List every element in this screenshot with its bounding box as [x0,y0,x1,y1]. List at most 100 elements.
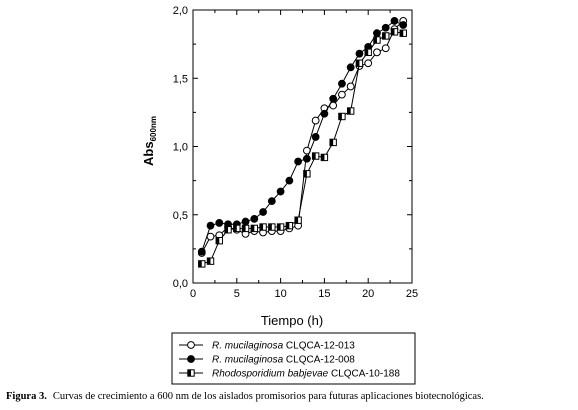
open-circle-marker [187,341,195,349]
data-point [276,223,285,231]
filled-circle-marker [311,133,320,141]
legend-marker [187,369,195,377]
filled-circle-marker [250,214,259,223]
legend-label-species: R. mucilaginosa [212,355,284,366]
y-axis-title: Abs600nm [141,116,158,166]
data-point [346,63,355,72]
x-tick-label: 20 [362,288,374,300]
square-marker-fill [365,49,369,56]
data-point [285,176,294,185]
data-point [355,49,364,58]
square-marker-fill [198,260,202,268]
data-point [373,48,381,57]
y-tick-label: 0,5 [173,210,188,222]
data-point [373,29,381,38]
data-point [311,152,320,160]
data-point [329,94,338,103]
data-point [382,32,390,40]
data-point [302,154,311,163]
caption-text: Curvas de crecimiento a 600 nm de los ai… [52,391,484,402]
square-marker-fill [216,237,220,244]
y-axis: 0,0 0,5 1,0 1,5 2,0 [173,5,412,290]
series-line [201,20,404,254]
legend-label-strain: CLQCA-12-013 [283,341,355,352]
series-layer [197,17,408,268]
x-tick-label: 15 [318,288,330,300]
data-point [311,116,320,125]
legend-label: R. mucilaginosa CLQCA-12-013 [212,341,355,352]
square-marker-fill [294,217,299,224]
legend-marker [187,341,195,349]
square-marker-fill [233,225,237,232]
x-axis: 0 5 10 15 20 25 [190,10,418,300]
legend-label: Rhodosporidium babjevae CLQCA-10-188 [212,369,400,380]
square-marker-fill [356,60,360,67]
filled-circle-marker [197,247,206,256]
data-point [346,107,355,115]
series-line [201,20,404,252]
square-marker-fill [303,170,307,177]
growth-curve-chart: 0 5 10 15 20 25 0,0 0,5 1,0 1,5 2,0 Tiempo (h) Ab… [141,5,418,385]
data-point [338,112,346,121]
square-marker-fill [373,36,377,44]
data-point [215,219,224,227]
caption-label: Figura 3. [6,391,47,402]
data-point [338,90,346,99]
square-marker-fill [207,257,211,265]
filled-circle-marker [285,176,294,185]
data-point [276,187,285,196]
filled-circle-marker [320,109,329,118]
y-tick-label: 0,0 [173,278,188,290]
filled-circle-marker [187,355,195,363]
data-point [329,138,337,147]
open-circle-marker [346,82,355,91]
filled-circle-marker [329,94,338,103]
square-marker-fill [338,113,342,120]
data-point [197,247,206,256]
open-circle-marker [338,90,346,99]
data-point [198,260,206,268]
filled-circle-marker [276,187,285,196]
square-marker-fill [312,152,316,160]
square-marker-fill [382,32,386,40]
legend-label-species: R. mucilaginosa [212,341,284,352]
square-marker-fill [224,226,229,233]
open-circle-marker [381,44,390,53]
legend-label-species: Rhodosporidium babjevae [212,369,329,380]
filled-circle-marker [399,21,408,29]
data-point [320,153,329,162]
data-point [268,223,276,231]
legend-item: R. mucilaginosa CLQCA-12-013 [179,341,355,352]
data-point [381,44,390,53]
y-tick-label: 1,5 [173,73,188,85]
open-circle-marker [373,48,381,57]
data-point [373,36,381,44]
square-marker-fill [251,225,255,232]
data-point [206,257,215,265]
filled-circle-marker [373,29,381,38]
data-point [267,197,276,206]
data-point [303,170,311,178]
series-3 [198,28,407,268]
open-circle-marker [364,59,373,68]
data-point [233,224,241,233]
figure-caption: Figura 3. Curvas de crecimiento a 600 nm … [6,391,576,402]
filled-circle-marker [390,17,399,25]
filled-circle-marker [267,197,276,206]
filled-circle-marker [302,154,311,163]
legend-marker [187,355,195,363]
data-point [259,208,267,216]
filled-circle-marker [241,217,250,226]
filled-circle-marker [346,63,355,72]
y-axis-title-sub: 600nm [149,116,158,141]
x-tick-label: 25 [406,288,418,300]
legend-item: Rhodosporidium babjevae CLQCA-10-188 [179,369,400,380]
legend-item: R. mucilaginosa CLQCA-12-008 [179,355,355,366]
data-point [294,216,302,224]
y-axis-title-main: Abs [141,141,156,166]
data-point [399,29,407,37]
data-point [259,223,267,231]
data-point [320,109,329,118]
legend-label: R. mucilaginosa CLQCA-12-008 [212,355,355,366]
